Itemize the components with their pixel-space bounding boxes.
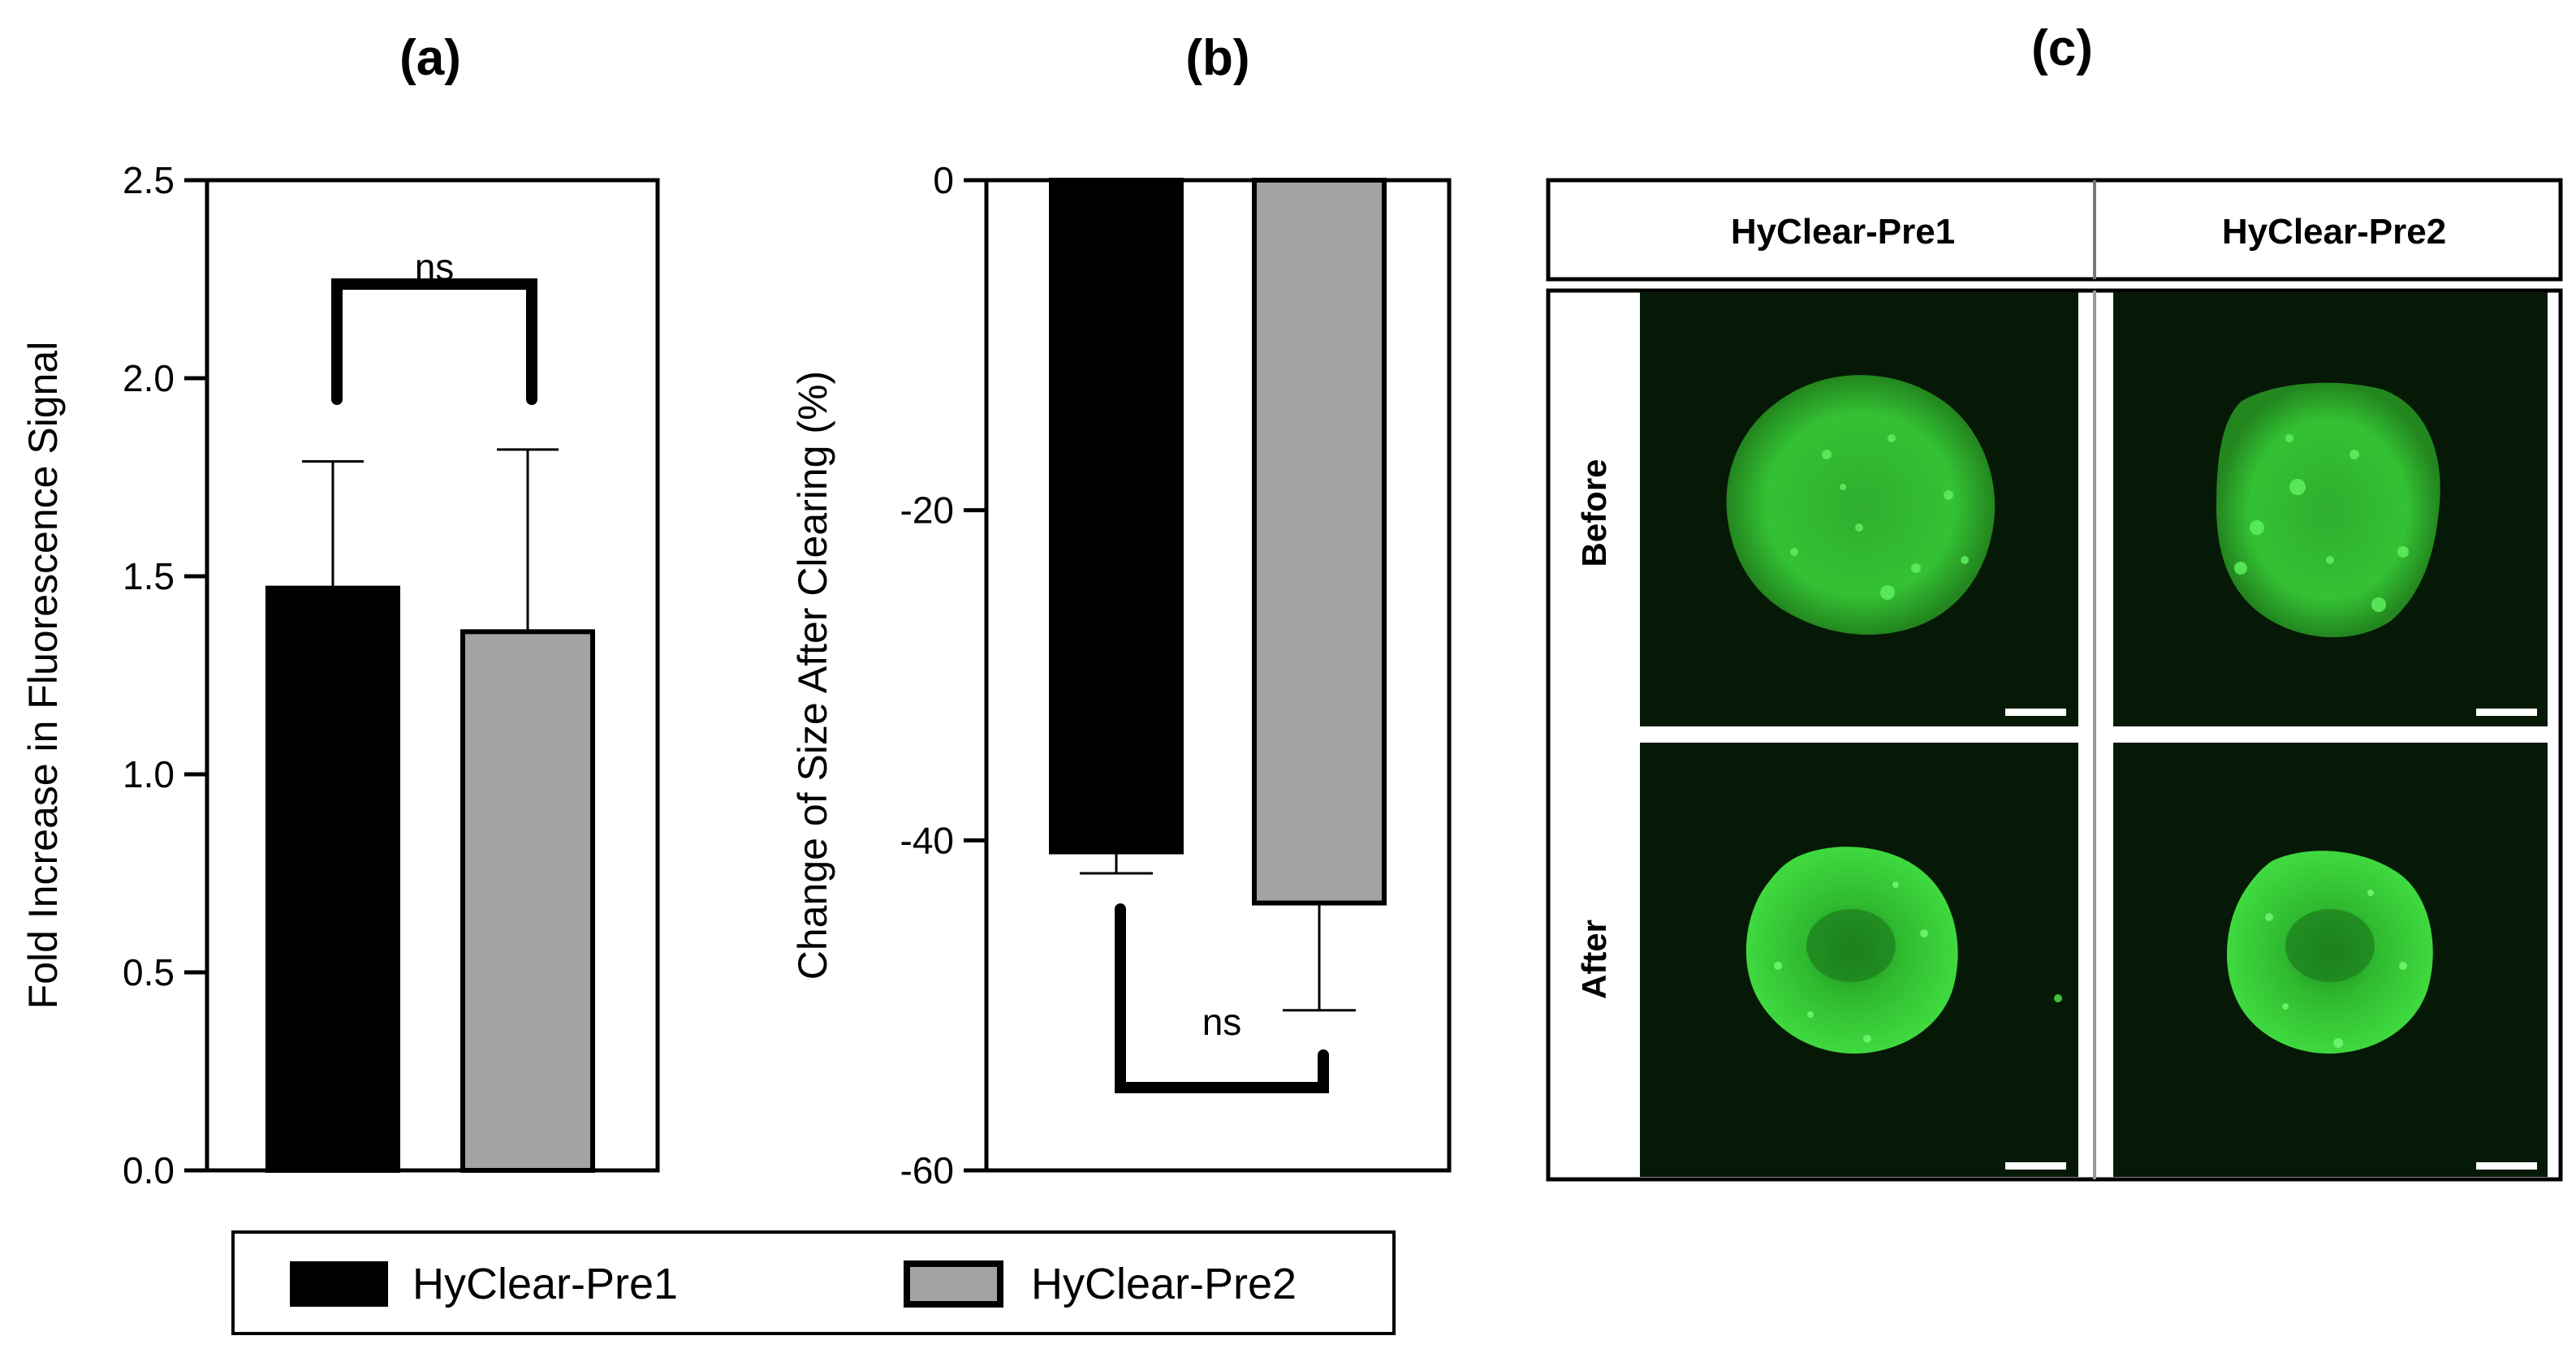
chart-a: 0.0 0.5 1.0 1.5 2.0 2.5 ns Fold Increase in F… [20, 159, 660, 1191]
chart-b-bar-pre1 [1049, 178, 1184, 855]
chart-a-y-ticks: 0.0 0.5 1.0 1.5 2.0 2.5 [123, 159, 207, 1191]
chart-b-y-ticks: 0 -20 -40 -60 [900, 159, 986, 1191]
chart-a-significance-bracket [331, 278, 537, 405]
panel-label-a: (a) [399, 30, 461, 86]
chart-a-ns-label: ns [415, 246, 455, 288]
chart-b-y-tick-label: -60 [900, 1149, 954, 1191]
panel-label-b: (b) [1185, 30, 1249, 86]
chart-a-bar-pre1 [265, 585, 400, 1173]
micrograph-col-header-pre1: HyClear-Pre1 [1731, 212, 1955, 252]
legend-label-pre2: HyClear-Pre2 [1031, 1260, 1297, 1308]
chart-b-y-tick-label: -20 [900, 489, 954, 532]
chart-b-frame [984, 178, 1452, 1173]
legend-label-pre1: HyClear-Pre1 [412, 1260, 678, 1308]
chart-b-y-tick-label: 0 [933, 159, 954, 201]
chart-a-y-tick-label: 2.0 [123, 357, 175, 399]
chart-b-significance-bracket [1115, 903, 1329, 1093]
chart-a-y-tick-label: 1.5 [123, 555, 175, 597]
scale-bar [2476, 709, 2537, 716]
chart-b-y-axis-title: Change of Size After Clearing (%) [790, 371, 835, 980]
chart-b-y-tick-label: -40 [900, 819, 954, 861]
scale-bar [2476, 1162, 2537, 1170]
chart-b-bars [1049, 178, 1387, 906]
legend-swatch-pre1 [290, 1261, 388, 1307]
chart-a-y-tick-label: 0.0 [123, 1149, 175, 1191]
chart-a-y-tick-label: 1.0 [123, 753, 175, 795]
micrograph-pre2-before [2113, 292, 2548, 726]
chart-b: 0 -20 -40 -60 ns Change of Size After Clear… [790, 159, 1452, 1191]
micrograph-col-header-pre2: HyClear-Pre2 [2222, 212, 2446, 252]
chart-a-y-axis-title: Fold Increase in Fluorescence Signal [20, 342, 66, 1010]
chart-a-error-bars [302, 448, 559, 632]
chart-a-y-tick-label: 2.5 [123, 159, 175, 201]
legend-swatch-pre2 [904, 1260, 1003, 1308]
chart-a-y-tick-label: 0.5 [123, 951, 175, 993]
micrograph-pre2-after [2113, 743, 2548, 1177]
chart-b-bar-pre2 [1252, 178, 1387, 906]
legend-box [231, 1230, 1396, 1335]
micrograph-row-label-after: After [1575, 920, 1613, 999]
chart-a-bar-pre2 [460, 629, 595, 1173]
micrograph-pre1-before [1640, 292, 2078, 726]
scale-bar [2005, 709, 2066, 716]
chart-b-ns-label: ns [1202, 1001, 1242, 1043]
scale-bar [2005, 1162, 2066, 1170]
micrograph-pre1-after [1640, 743, 2078, 1177]
micrograph-header-box [1546, 178, 2563, 282]
micrograph-panel: HyClear-Pre1 HyClear-Pre2 Before After [1546, 178, 2563, 1182]
chart-a-bars [265, 585, 595, 1173]
chart-a-frame [205, 178, 660, 1173]
chart-b-error-bars [1080, 851, 1356, 1012]
panel-label-c: (c) [2031, 20, 2093, 76]
micrograph-row-label-before: Before [1575, 459, 1613, 567]
legend: HyClear-Pre1 HyClear-Pre2 [231, 1230, 1396, 1335]
